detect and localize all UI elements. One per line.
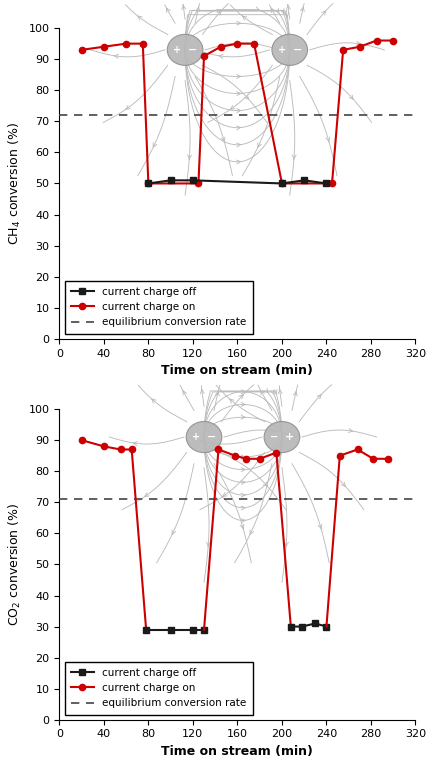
Text: −: − [270,432,278,442]
Ellipse shape [186,422,222,453]
Text: +: + [285,432,294,442]
Ellipse shape [272,34,307,65]
Text: +: + [278,45,286,55]
Ellipse shape [264,422,300,453]
Y-axis label: CO$_2$ conversion (%): CO$_2$ conversion (%) [7,503,23,626]
Y-axis label: CH$_4$ conversion (%): CH$_4$ conversion (%) [7,122,23,245]
Text: −: − [293,45,302,55]
Text: +: + [192,432,200,442]
Legend: current charge off, current charge on, equilibrium conversion rate: current charge off, current charge on, e… [65,662,252,715]
X-axis label: Time on stream (min): Time on stream (min) [162,745,313,758]
Text: −: − [188,45,197,55]
Legend: current charge off, current charge on, equilibrium conversion rate: current charge off, current charge on, e… [65,281,252,334]
X-axis label: Time on stream (min): Time on stream (min) [162,364,313,377]
Text: +: + [173,45,181,55]
Ellipse shape [167,34,203,65]
Text: −: − [207,432,216,442]
